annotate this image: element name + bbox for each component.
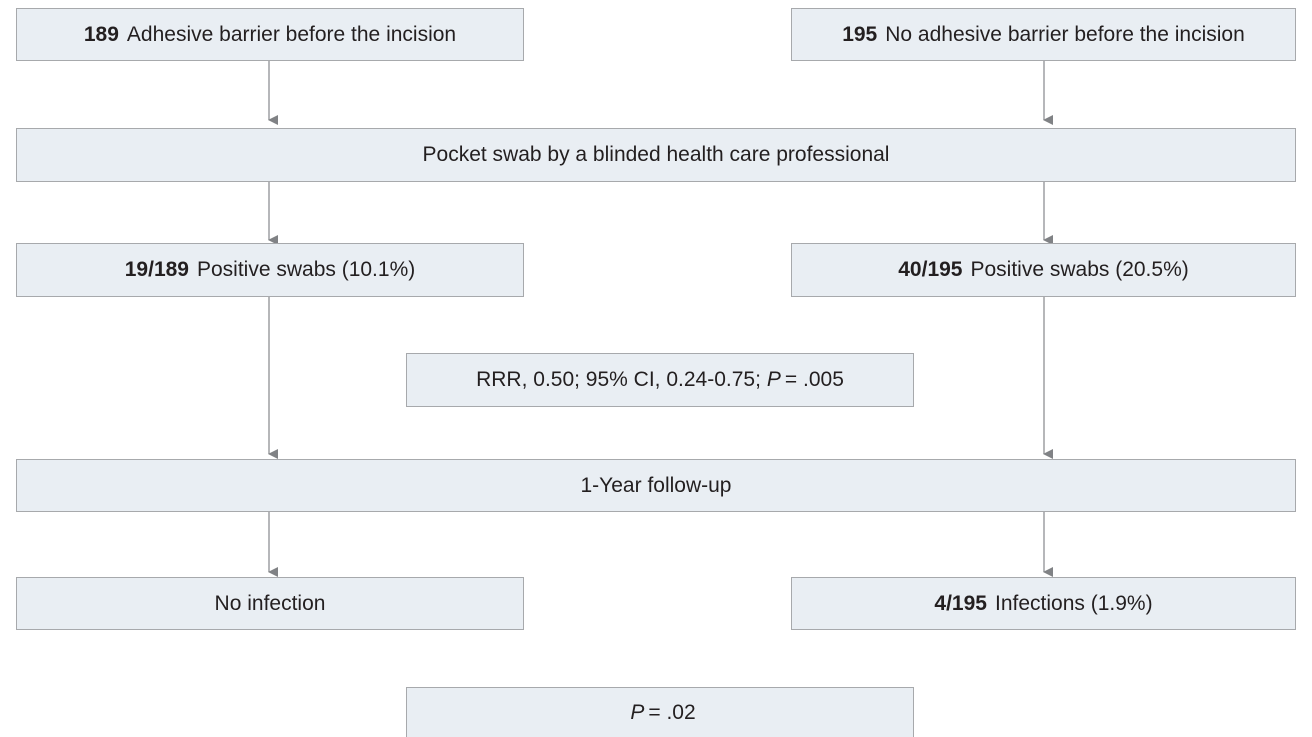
arrows <box>268 60 1053 577</box>
p-symbol: P <box>766 368 781 391</box>
label: Positive swabs (10.1%) <box>196 258 416 281</box>
label: Infections (1.9%) <box>994 591 1153 615</box>
node: 40/195 Positive swabs (20.5%) <box>791 243 1296 297</box>
p-value: = .02 <box>648 700 696 724</box>
label: No adhesive barrier before the incision <box>885 22 1245 46</box>
count: 40/195 <box>898 258 963 281</box>
count: 19/189 <box>124 258 189 281</box>
node: 1-Year follow-up <box>16 459 1296 512</box>
label: Positive swabs (20.5%) <box>970 258 1189 281</box>
p-value: = .005 <box>784 368 844 391</box>
node: RRR, 0.50; 95% CI, 0.24-0.75; P = .005 <box>406 353 914 407</box>
count: 189 <box>83 22 119 46</box>
label: No infection <box>214 591 326 615</box>
node: 19/189 Positive swabs (10.1%) <box>16 243 524 297</box>
node: 4/195 Infections (1.9%) <box>791 577 1296 630</box>
label: Adhesive barrier before the incision <box>126 22 457 46</box>
node: P = .02 <box>406 687 914 737</box>
label: 1-Year follow-up <box>580 473 732 497</box>
p-symbol: P <box>630 700 645 724</box>
node: 189 Adhesive barrier before the incision <box>16 8 524 61</box>
node: 195 No adhesive barrier before the incisi… <box>791 8 1296 61</box>
count: 195 <box>842 22 878 46</box>
label: Pocket swab by a blinded health care pro… <box>422 143 890 166</box>
node: No infection <box>16 577 524 630</box>
count: 4/195 <box>934 591 987 615</box>
node: Pocket swab by a blinded health care pro… <box>16 128 1296 182</box>
label: RRR, 0.50; 95% CI, 0.24-0.75; <box>476 368 761 391</box>
